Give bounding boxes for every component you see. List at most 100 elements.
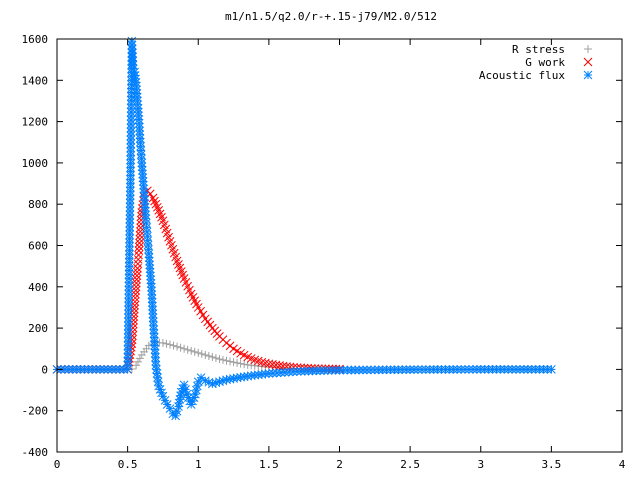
data-point — [190, 347, 199, 356]
data-point — [128, 331, 137, 341]
marker-stroke — [174, 260, 183, 269]
marker-stroke — [196, 373, 206, 383]
marker-stroke — [141, 214, 151, 224]
chart-title: m1/n1.5/q2.0/r-+.15-j79/M2.0/512 — [225, 10, 437, 23]
data-point — [236, 359, 245, 368]
marker-stroke — [157, 388, 166, 398]
marker-stroke — [205, 320, 215, 330]
x-tick-label: 1.5 — [259, 458, 279, 471]
marker-stroke — [268, 360, 277, 369]
data-point — [233, 358, 242, 367]
marker-stroke — [152, 365, 161, 374]
data-point — [264, 359, 274, 369]
legend-marker — [584, 45, 592, 53]
marker-stroke — [547, 365, 556, 374]
marker-stroke — [148, 193, 158, 203]
data-point — [130, 293, 140, 303]
marker-stroke — [131, 282, 141, 292]
legend-label: R stress — [512, 43, 565, 56]
y-tick-label: 1200 — [22, 116, 49, 129]
data-point — [160, 396, 170, 405]
data-point — [187, 346, 196, 355]
x-tick-label: 4 — [619, 458, 626, 471]
data-point — [260, 358, 270, 368]
marker-stroke — [190, 296, 200, 306]
data-point — [132, 361, 141, 370]
marker-stroke — [264, 369, 274, 378]
marker-stroke — [324, 364, 334, 374]
marker-stroke — [200, 376, 210, 386]
data-point — [155, 385, 165, 394]
data-point — [153, 373, 162, 383]
data-point — [135, 234, 145, 244]
data-point — [131, 282, 141, 292]
legend-label: Acoustic flux — [479, 69, 565, 82]
marker-stroke — [179, 274, 189, 283]
marker-stroke — [128, 64, 138, 74]
data-point — [134, 242, 144, 252]
x-tick-label: 3 — [477, 458, 484, 471]
marker-stroke — [250, 355, 260, 365]
data-point — [162, 339, 171, 348]
marker-stroke — [160, 396, 170, 405]
data-point — [268, 360, 277, 369]
marker-stroke — [260, 358, 270, 368]
data-point — [148, 193, 158, 203]
data-point — [271, 360, 281, 370]
marker-stroke — [174, 402, 183, 411]
data-point — [226, 357, 235, 366]
x-tick-label: 3.5 — [541, 458, 561, 471]
marker-stroke — [175, 394, 185, 404]
data-point — [276, 368, 286, 377]
data-point — [154, 381, 164, 391]
marker-stroke — [167, 240, 176, 250]
data-point — [153, 377, 163, 387]
series-g-work — [52, 186, 344, 374]
marker-stroke — [143, 231, 152, 241]
data-point — [201, 350, 210, 359]
marker-stroke — [128, 323, 138, 333]
y-tick-label: 1400 — [22, 74, 49, 87]
marker-stroke — [136, 142, 145, 151]
marker-stroke — [168, 244, 178, 254]
marker-stroke — [128, 319, 138, 329]
y-tick-label: 600 — [28, 240, 48, 253]
marker-stroke — [135, 227, 145, 236]
marker-stroke — [155, 385, 165, 394]
data-point — [134, 250, 143, 260]
marker-stroke — [136, 223, 145, 233]
data-point — [128, 327, 138, 337]
data-point — [189, 393, 199, 402]
marker-stroke — [232, 346, 242, 356]
data-point — [134, 246, 144, 256]
data-point — [196, 306, 205, 316]
marker-stroke — [152, 202, 162, 212]
y-tick-label: 1000 — [22, 157, 49, 170]
marker-stroke — [183, 281, 193, 291]
marker-stroke — [218, 376, 228, 386]
marker-stroke — [132, 271, 142, 281]
marker-stroke — [204, 377, 214, 387]
data-point — [211, 354, 220, 363]
marker-stroke — [153, 373, 162, 383]
data-point — [194, 348, 203, 357]
data-point — [135, 354, 144, 363]
marker-stroke — [132, 278, 141, 288]
data-point — [151, 360, 161, 370]
marker-stroke — [154, 206, 164, 215]
marker-stroke — [229, 374, 238, 383]
marker-stroke — [186, 289, 196, 299]
marker-stroke — [222, 375, 231, 385]
marker-stroke — [278, 361, 288, 371]
legend-label: G work — [525, 56, 565, 69]
legend-marker — [583, 70, 593, 80]
data-point — [169, 341, 178, 350]
marker-stroke — [155, 209, 165, 219]
data-point — [152, 365, 161, 374]
marker-stroke — [236, 372, 245, 382]
data-point — [135, 238, 144, 248]
data-point — [135, 231, 145, 240]
marker-stroke — [130, 293, 140, 303]
data-point — [193, 303, 203, 312]
